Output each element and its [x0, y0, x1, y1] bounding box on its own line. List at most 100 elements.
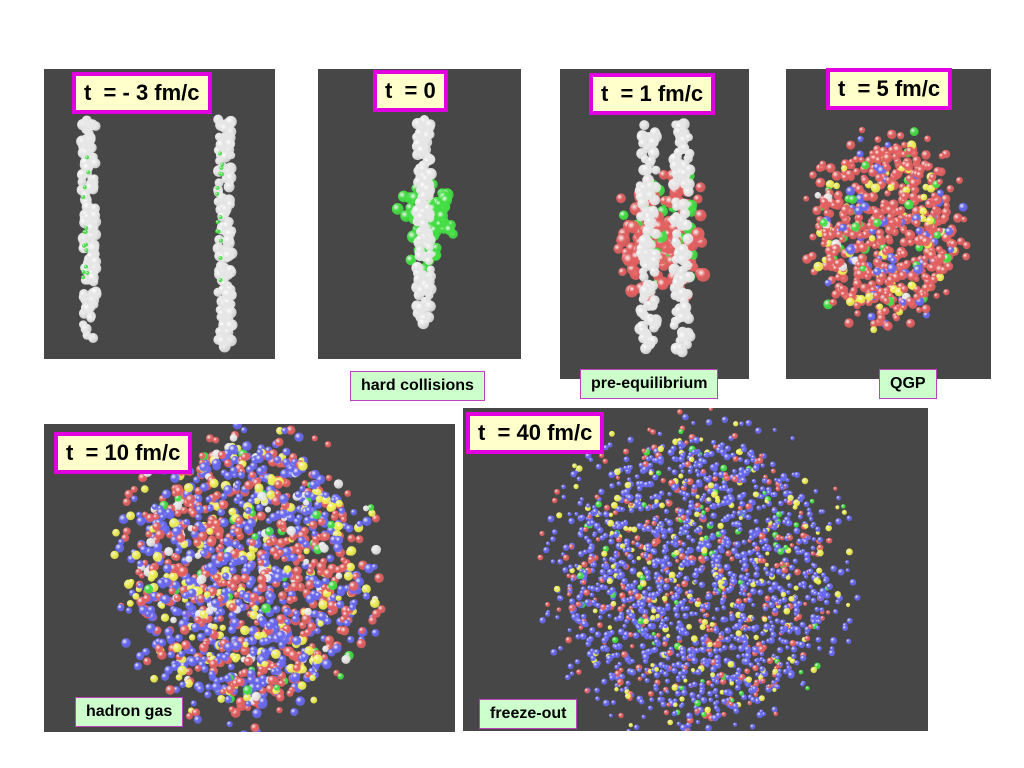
hadron-particle	[710, 532, 715, 538]
quark-particle	[935, 245, 943, 253]
hadron-particle	[168, 572, 178, 582]
hadron-particle	[738, 591, 743, 596]
particle-plot-t-5	[802, 126, 971, 334]
quark-particle	[698, 618, 703, 624]
nucleon-particle	[636, 211, 646, 222]
hadron-particle	[170, 473, 180, 483]
hadron-particle	[218, 676, 225, 683]
quark-particle	[933, 292, 940, 299]
hadron-particle	[589, 627, 596, 634]
hadron-particle	[695, 494, 700, 499]
quark-particle	[185, 712, 193, 720]
quark-particle	[217, 615, 224, 622]
hadron-particle	[706, 488, 713, 495]
hadron-particle	[301, 652, 309, 661]
hadron-particle	[745, 419, 752, 427]
hadron-particle	[700, 635, 707, 643]
quark-particle	[575, 601, 581, 607]
quark-particle	[229, 582, 238, 592]
hadron-particle	[653, 671, 660, 679]
hadron-particle	[614, 687, 619, 692]
hadron-particle	[210, 623, 218, 631]
parton-particle	[440, 194, 453, 207]
hadron-particle	[679, 452, 686, 459]
nucleon-particle	[87, 242, 100, 254]
hadron-particle	[609, 675, 615, 681]
hadron-particle	[564, 674, 571, 681]
nucleon-particle	[217, 210, 229, 223]
hadron-particle	[798, 641, 806, 649]
hadron-particle	[713, 581, 719, 587]
hadron-particle	[675, 653, 681, 658]
hadron-particle	[771, 653, 776, 658]
hadron-particle	[631, 617, 637, 624]
hadron-particle	[805, 642, 812, 649]
quark-particle	[168, 587, 176, 595]
hadron-particle	[623, 456, 630, 463]
hadron-particle	[547, 515, 555, 523]
quark-particle	[618, 267, 627, 277]
nucleon-particle	[677, 244, 689, 255]
parton-particle	[215, 220, 220, 224]
hadron-particle	[640, 627, 646, 634]
hadron-particle	[581, 620, 588, 628]
parton-particle	[678, 428, 684, 435]
hadron-particle	[624, 481, 632, 489]
quark-particle	[249, 592, 259, 602]
parton-particle	[273, 684, 281, 691]
quark-particle	[912, 293, 921, 301]
hadron-particle	[713, 587, 718, 593]
quark-particle	[223, 459, 232, 468]
quark-particle	[901, 141, 908, 149]
hadron-particle	[778, 662, 784, 667]
hadron-particle	[621, 598, 628, 604]
hadron-particle	[679, 696, 685, 702]
hadron-particle	[741, 556, 748, 563]
quark-particle	[208, 587, 218, 597]
hadron-particle	[246, 675, 256, 685]
quark-particle	[896, 132, 905, 140]
hadron-particle	[801, 548, 806, 554]
nucleon-particle	[681, 219, 693, 231]
quark-particle	[835, 230, 844, 239]
quark-particle	[940, 213, 950, 223]
hadron-particle	[753, 634, 759, 641]
hadron-particle	[728, 644, 736, 651]
nucleon-particle	[679, 301, 692, 314]
hadron-particle	[697, 462, 703, 468]
quark-particle	[681, 580, 689, 588]
quark-particle	[233, 591, 240, 598]
hadron-particle	[760, 463, 765, 468]
hadron-particle	[830, 565, 837, 572]
hadron-particle	[797, 514, 803, 520]
hadron-particle	[756, 662, 761, 667]
hadron-particle	[333, 542, 343, 553]
quark-particle	[206, 519, 215, 528]
hadron-particle	[293, 610, 301, 618]
hadron-particle	[685, 492, 691, 498]
hadron-particle	[800, 682, 805, 687]
hadron-particle	[718, 647, 723, 653]
hadron-particle	[803, 551, 811, 559]
hadron-particle	[639, 480, 645, 486]
hadron-particle	[785, 645, 790, 650]
hadron-particle	[650, 614, 656, 621]
hadron-particle	[759, 651, 765, 657]
quark-particle	[169, 563, 179, 574]
hadron-particle	[652, 474, 659, 481]
hadron-particle	[686, 534, 692, 540]
quark-particle	[339, 626, 350, 636]
hadron-particle	[641, 465, 649, 473]
hadron-particle	[648, 470, 654, 476]
time-label-t-1: t = 1 fm/c	[589, 73, 716, 115]
hadron-particle	[628, 722, 633, 728]
hadron-particle	[639, 643, 646, 649]
hadron-particle	[913, 264, 923, 275]
hadron-particle	[131, 550, 141, 560]
hadron-particle	[291, 636, 302, 646]
quark-particle	[862, 192, 872, 202]
hadron-particle	[356, 520, 363, 527]
quark-particle	[622, 448, 630, 455]
hadron-particle	[645, 546, 652, 553]
nucleon-particle	[217, 193, 228, 203]
